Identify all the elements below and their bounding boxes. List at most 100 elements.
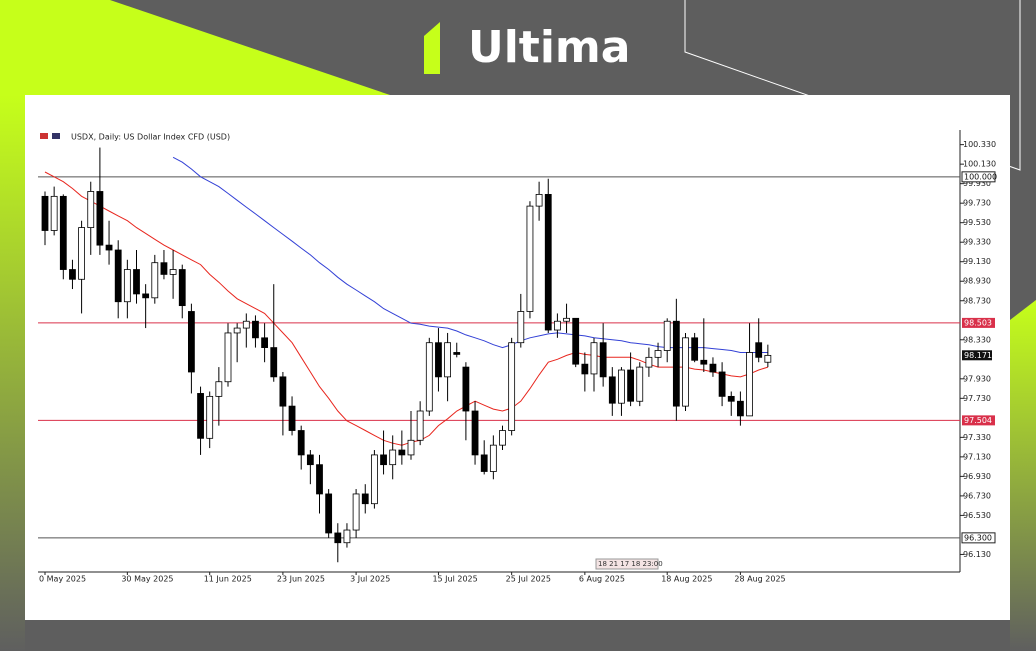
- candle-body: [215, 381, 223, 397]
- y-tick-label: 97.130: [963, 452, 991, 461]
- candle-body: [654, 350, 662, 358]
- candle-body: [682, 337, 689, 407]
- y-tick-label: 99.530: [963, 218, 991, 227]
- candle-body: [416, 410, 424, 441]
- accent: [0, 95, 25, 651]
- x-tick-label: 0 May 2025: [39, 575, 86, 584]
- y-tick-label: 98.930: [963, 277, 991, 286]
- candle-body: [197, 393, 204, 439]
- level-tag: [962, 415, 995, 426]
- candle-body: [572, 317, 580, 365]
- x-tick-label: 3 Jul 2025: [350, 575, 390, 584]
- candle-body: [517, 311, 525, 344]
- y-tick-label: 97.330: [963, 433, 991, 442]
- candle-body: [270, 347, 278, 378]
- time-box: [595, 558, 659, 570]
- x-tick-label: 15 Jul 2025: [432, 575, 477, 584]
- candle-body: [453, 352, 461, 355]
- candle-body: [352, 493, 360, 531]
- candle-body: [105, 244, 113, 251]
- candle-body: [279, 376, 287, 407]
- candle-body: [499, 430, 506, 446]
- candle-body: [471, 410, 479, 456]
- candle-body: [718, 371, 726, 397]
- candle-body: [178, 269, 186, 307]
- candle-body: [627, 369, 634, 402]
- candle-body: [87, 191, 95, 228]
- candle-body: [334, 532, 342, 544]
- candle-body: [508, 342, 516, 431]
- y-tick-label: 99.930: [963, 179, 991, 188]
- candle-body: [297, 430, 305, 456]
- current-tag: [962, 350, 992, 361]
- candle-body: [380, 454, 387, 466]
- candle-body: [123, 269, 131, 303]
- candle-body: [169, 269, 177, 275]
- candle-body: [608, 376, 616, 404]
- candle-body: [151, 262, 159, 299]
- candle-body: [133, 269, 140, 295]
- candle-body: [50, 195, 58, 231]
- candle-body: [242, 320, 250, 329]
- y-tick-label: 100.130: [963, 160, 996, 169]
- y-tick-label: 99.130: [963, 257, 991, 266]
- y-tick-label: 96.930: [963, 472, 991, 481]
- candle-body: [261, 337, 269, 348]
- candle-body: [563, 317, 570, 322]
- current-label: 98.171: [964, 351, 992, 360]
- candle-body: [316, 464, 323, 495]
- candle-body: [370, 454, 378, 505]
- chart-panel: [25, 95, 1010, 620]
- level-tag: [961, 171, 996, 183]
- time-marker: 18 21 17 18 23:00: [598, 560, 663, 568]
- y-tick-label: 96.530: [963, 511, 991, 520]
- candle-body: [224, 332, 232, 383]
- x-tick-label: 28 Aug 2025: [734, 575, 785, 584]
- legend-icon: [40, 133, 48, 139]
- candle-body: [544, 193, 552, 331]
- y-tick-label: 96.730: [963, 491, 991, 500]
- candle-body: [233, 327, 241, 334]
- x-tick-label: 6 Aug 2025: [579, 575, 625, 584]
- level-label: 96.300: [964, 533, 992, 542]
- y-tick-label: 99.730: [963, 199, 991, 208]
- y-tick-label: 100.330: [963, 140, 996, 149]
- x-tick-label: 23 Jun 2025: [277, 575, 325, 584]
- accent: [1010, 300, 1036, 651]
- x-tick-label: 25 Jul 2025: [506, 575, 551, 584]
- candle-body: [389, 449, 397, 466]
- candle-body: [361, 493, 369, 505]
- candle-body: [636, 366, 644, 402]
- y-tick-label: 99.330: [963, 238, 991, 247]
- candle-body: [343, 529, 351, 544]
- candle-body: [59, 195, 67, 270]
- candle-body: [554, 320, 561, 331]
- x-tick-label: 30 May 2025: [121, 575, 173, 584]
- candle-body: [325, 493, 333, 534]
- level-tag: [962, 317, 995, 328]
- candle-body: [709, 363, 717, 373]
- chart-title: USDX, Daily: US Dollar Index CFD (USD): [71, 133, 230, 142]
- candle-body: [142, 293, 150, 299]
- candle-body: [160, 262, 168, 275]
- y-tick-label: 96.130: [963, 550, 991, 559]
- candle-body: [407, 439, 415, 456]
- candle-body: [69, 269, 76, 280]
- candle-body: [700, 359, 708, 365]
- candle-body: [462, 366, 470, 412]
- level-tag: [961, 532, 996, 544]
- candle-body: [535, 193, 543, 207]
- candle-body: [737, 400, 744, 417]
- level-label: 98.503: [964, 318, 992, 327]
- candle-body: [288, 405, 296, 431]
- candle-body: [444, 342, 452, 378]
- candle-body: [41, 195, 49, 231]
- x-tick-label: 11 Jun 2025: [204, 575, 252, 584]
- y-tick-label: 97.730: [963, 394, 991, 403]
- candle-body: [590, 342, 598, 375]
- x-tick-label: 18 Aug 2025: [661, 575, 712, 584]
- candle-body: [645, 356, 653, 368]
- candle-body: [398, 449, 406, 456]
- accent: [0, 0, 390, 95]
